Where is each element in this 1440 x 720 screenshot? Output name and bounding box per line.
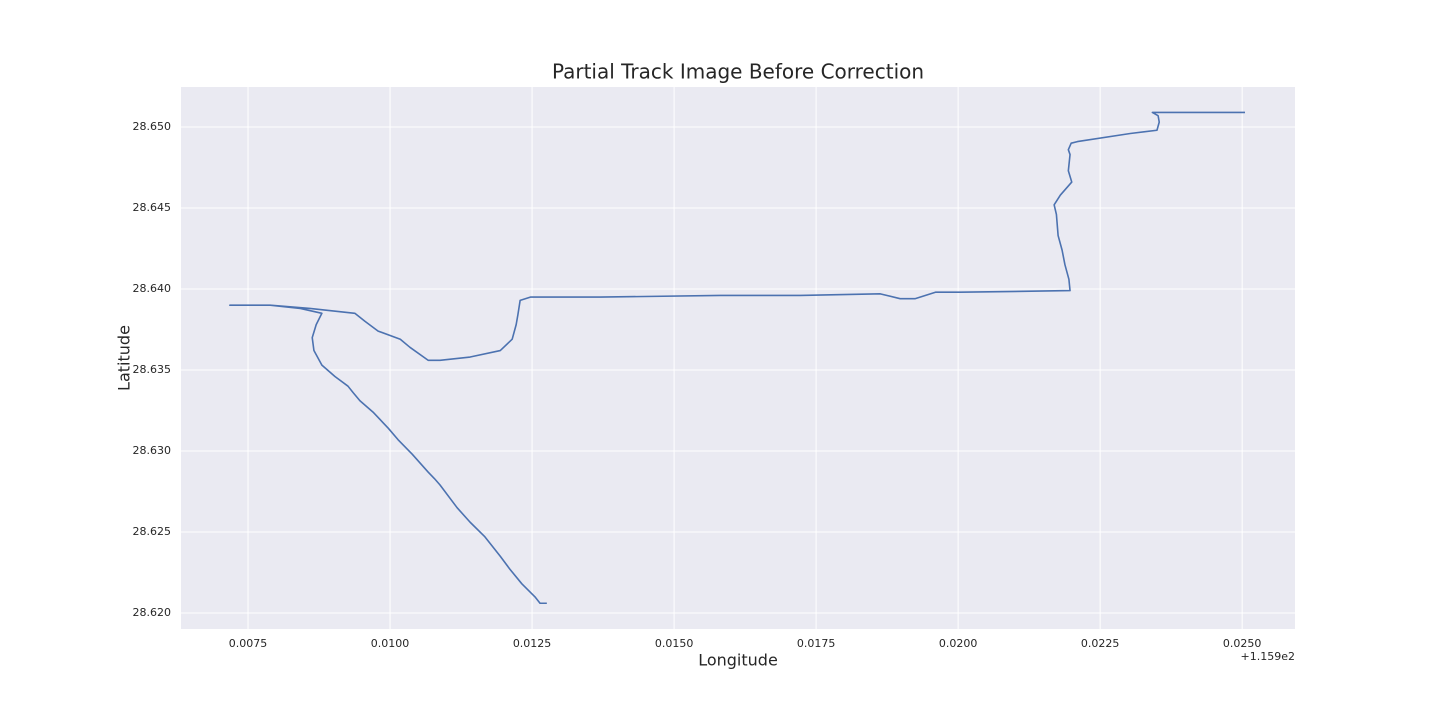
- y-tick-label: 28.640: [133, 282, 172, 295]
- x-offset-label: +1.159e2: [1241, 650, 1295, 663]
- y-tick-label: 28.620: [133, 606, 172, 619]
- x-axis-label: Longitude: [698, 651, 778, 670]
- chart-title: Partial Track Image Before Correction: [552, 60, 924, 84]
- plot-area: [181, 87, 1295, 629]
- x-tick-label: 0.0175: [797, 637, 836, 650]
- y-tick-label: 28.635: [133, 363, 172, 376]
- y-tick-label: 28.650: [133, 120, 172, 133]
- x-tick-label: 0.0075: [229, 637, 268, 650]
- y-axis-label: Latitude: [115, 325, 134, 391]
- y-tick-label: 28.630: [133, 444, 172, 457]
- x-tick-label: 0.0150: [655, 637, 694, 650]
- x-tick-label: 0.0200: [939, 637, 978, 650]
- y-tick-label: 28.625: [133, 525, 172, 538]
- x-tick-label: 0.0125: [513, 637, 552, 650]
- x-tick-label: 0.0225: [1081, 637, 1120, 650]
- y-tick-label: 28.645: [133, 201, 172, 214]
- x-tick-label: 0.0100: [371, 637, 410, 650]
- x-tick-label: 0.0250: [1223, 637, 1262, 650]
- track-line: [229, 111, 1246, 605]
